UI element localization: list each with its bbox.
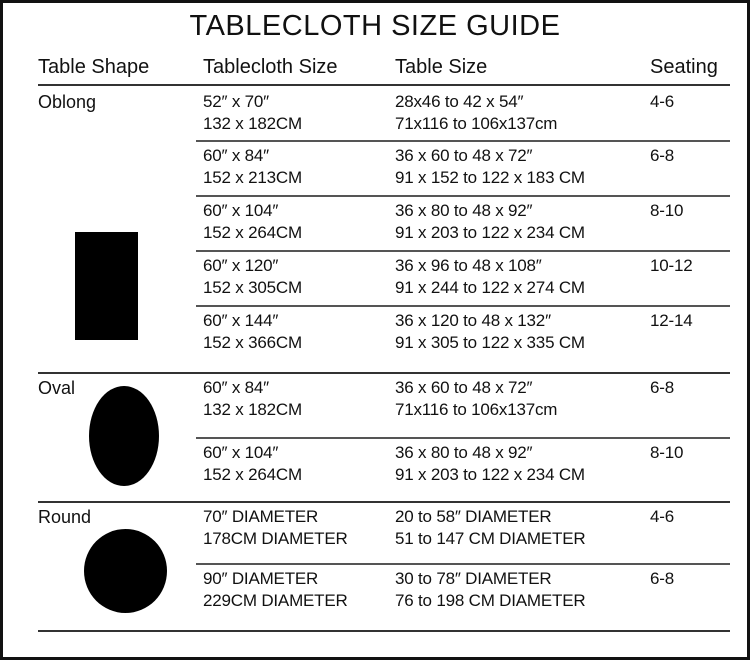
shape-label-oblong: Oblong: [38, 92, 97, 112]
row-divider: [196, 195, 730, 197]
tablecloth-size: 70″ DIAMETER 178CM DIAMETER: [203, 507, 348, 548]
tablecloth-size: 90″ DIAMETER 229CM DIAMETER: [203, 569, 348, 610]
oval-icon: [89, 386, 159, 486]
seating: 4-6: [650, 92, 674, 111]
table-size: 36 x 60 to 48 x 72″ 91 x 152 to 122 x 18…: [395, 146, 585, 187]
table-size: 36 x 120 to 48 x 132″ 91 x 305 to 122 x …: [395, 311, 585, 352]
table-size: 36 x 80 to 48 x 92″ 91 x 203 to 122 x 23…: [395, 201, 585, 242]
table-size: 28x46 to 42 x 54″ 71x116 to 106x137cm: [395, 92, 558, 133]
row-divider: [196, 563, 730, 565]
table-size: 36 x 60 to 48 x 72″ 71x116 to 106x137cm: [395, 378, 558, 419]
tablecloth-size: 60″ x 120″ 152 x 305CM: [203, 256, 302, 297]
page-title: TABLECLOTH SIZE GUIDE: [189, 10, 561, 42]
header-table-shape: Table Shape: [38, 56, 150, 78]
seating: 6-8: [650, 146, 674, 165]
row-divider: [196, 305, 730, 307]
rectangle-icon: [75, 232, 138, 340]
table-size: 36 x 96 to 48 x 108″ 91 x 244 to 122 x 2…: [395, 256, 585, 297]
seating: 4-6: [650, 507, 674, 526]
section-divider: [38, 630, 730, 632]
header-seating: Seating: [650, 56, 718, 78]
header-tablecloth-size: Tablecloth Size: [203, 56, 338, 78]
section-divider: [38, 372, 730, 374]
row-divider: [196, 437, 730, 439]
seating: 6-8: [650, 569, 674, 588]
shape-label-round: Round: [38, 507, 92, 527]
header-rule: [38, 84, 730, 86]
seating: 8-10: [650, 201, 684, 220]
shape-label-oval: Oval: [38, 378, 76, 398]
header-table-size: Table Size: [395, 56, 488, 78]
seating: 10-12: [650, 256, 693, 275]
tablecloth-size: 60″ x 84″ 132 x 182CM: [203, 378, 302, 419]
row-divider: [196, 250, 730, 252]
seating: 12-14: [650, 311, 693, 330]
tablecloth-size: 60″ x 104″ 152 x 264CM: [203, 443, 302, 484]
table-size: 36 x 80 to 48 x 92″ 91 x 203 to 122 x 23…: [395, 443, 585, 484]
tablecloth-size: 60″ x 84″ 152 x 213CM: [203, 146, 302, 187]
seating: 6-8: [650, 378, 674, 397]
tablecloth-size: 60″ x 144″ 152 x 366CM: [203, 311, 302, 352]
tablecloth-size: 52″ x 70″ 132 x 182CM: [203, 92, 302, 133]
circle-icon: [84, 529, 167, 613]
row-divider: [196, 140, 730, 142]
table-size: 20 to 58″ DIAMETER 51 to 147 CM DIAMETER: [395, 507, 586, 548]
table-size: 30 to 78″ DIAMETER 76 to 198 CM DIAMETER: [395, 569, 586, 610]
tablecloth-size: 60″ x 104″ 152 x 264CM: [203, 201, 302, 242]
seating: 8-10: [650, 443, 684, 462]
section-divider: [38, 501, 730, 503]
